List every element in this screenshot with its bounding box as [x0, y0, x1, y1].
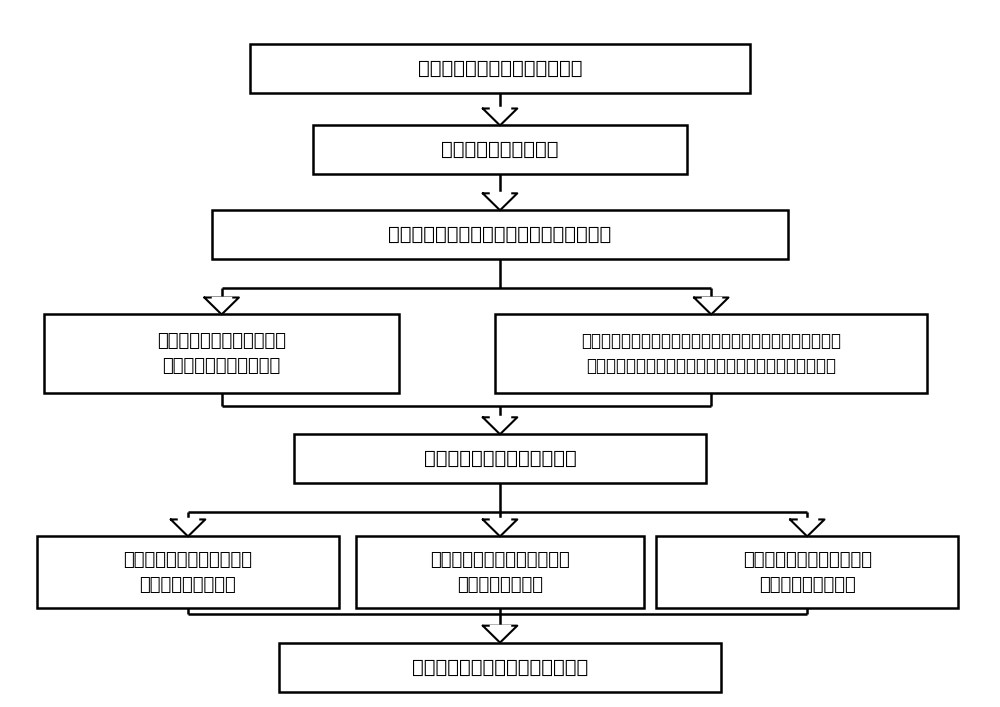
FancyBboxPatch shape [212, 210, 788, 259]
FancyBboxPatch shape [495, 315, 927, 392]
Polygon shape [483, 626, 517, 643]
Polygon shape [694, 298, 728, 315]
FancyBboxPatch shape [250, 44, 750, 93]
Text: 用三台阶时深关系，编制三
台阶目标层等深线图: 用三台阶时深关系，编制三 台阶目标层等深线图 [743, 551, 872, 594]
FancyBboxPatch shape [313, 125, 687, 175]
FancyBboxPatch shape [44, 315, 399, 392]
Polygon shape [483, 108, 517, 125]
Text: 用一台阶时深关系，编制一
台阶目标层等深线图: 用一台阶时深关系，编制一 台阶目标层等深线图 [124, 551, 252, 594]
Polygon shape [204, 298, 239, 315]
Polygon shape [483, 520, 517, 537]
Text: 利用合成记录，确定各断阶的时深转换关系: 利用合成记录，确定各断阶的时深转换关系 [388, 226, 612, 244]
FancyBboxPatch shape [37, 537, 339, 608]
Text: 对于井身处于两个及以上断阶中的井，用对应断阶的时深关
系数据拼接，以分界断点为界拼接本井的时深转换关系。: 对于井身处于两个及以上断阶中的井，用对应断阶的时深关 系数据拼接，以分界断点为界… [581, 332, 841, 375]
Text: 用二台阶时深关系，编制二台
阶目标层等深线图: 用二台阶时深关系，编制二台 阶目标层等深线图 [430, 551, 570, 594]
Text: 拼接编制全区目标层构造等深线图: 拼接编制全区目标层构造等深线图 [412, 658, 588, 677]
Text: 利用各断阶的时深关系转换
井身完全在本断阶内的井: 利用各断阶的时深关系转换 井身完全在本断阶内的井 [157, 332, 286, 375]
Polygon shape [483, 193, 517, 210]
Text: 确定断阶数，优选各断阶代表井: 确定断阶数，优选各断阶代表井 [418, 59, 582, 78]
Polygon shape [790, 520, 824, 537]
FancyBboxPatch shape [279, 643, 721, 691]
FancyBboxPatch shape [356, 537, 644, 608]
Text: 做各代表井的合成记录: 做各代表井的合成记录 [441, 141, 559, 159]
Polygon shape [171, 520, 205, 537]
FancyBboxPatch shape [294, 434, 706, 483]
FancyBboxPatch shape [656, 537, 958, 608]
Text: 构造解释，出目标层等时线图: 构造解释，出目标层等时线图 [424, 449, 576, 468]
Polygon shape [483, 417, 517, 434]
